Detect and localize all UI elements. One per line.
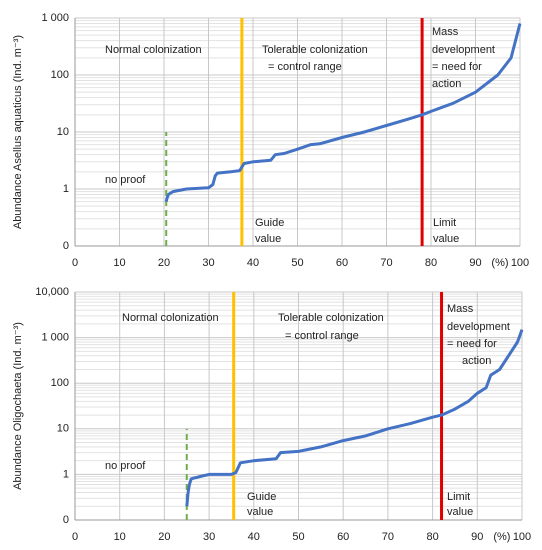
y-tick-label: 100 <box>51 69 69 81</box>
annotation: development <box>432 44 495 56</box>
annotation: value <box>447 506 473 518</box>
x-tick-label: 0 <box>72 531 78 543</box>
annotation: value <box>247 506 273 518</box>
annotation: Guide <box>247 491 276 503</box>
x-tick-label: 30 <box>203 531 215 543</box>
annotation: Guide <box>255 217 284 229</box>
annotation: Mass <box>447 303 474 315</box>
x-tick-label: 10 <box>114 531 126 543</box>
y-tick-label: 1 <box>63 468 69 480</box>
y-tick-label: 1 <box>63 183 69 195</box>
annotation: = control range <box>285 330 359 342</box>
x-tick-label: 100 <box>513 531 531 543</box>
annotation: no proof <box>105 460 146 472</box>
y-tick-label: 10,000 <box>35 286 69 298</box>
annotation: Tolerable colonization <box>278 312 384 324</box>
x-tick-label: 40 <box>247 257 259 269</box>
x-axis-label: (%) <box>493 531 510 543</box>
x-tick-label: 0 <box>72 257 78 269</box>
y-tick-label: 10 <box>57 423 69 435</box>
y-tick-label: 1 000 <box>41 12 69 24</box>
x-tick-label: 80 <box>426 531 438 543</box>
annotation: action <box>462 355 491 367</box>
annotation: Normal colonization <box>105 44 202 56</box>
annotation: Normal colonization <box>122 312 219 324</box>
annotation: development <box>447 321 510 333</box>
x-tick-label: 50 <box>291 257 303 269</box>
annotation: no proof <box>105 174 146 186</box>
y-tick-label: 100 <box>51 377 69 389</box>
annotation: = need for <box>432 61 482 73</box>
annotation: = need for <box>447 338 497 350</box>
data-line <box>164 23 522 202</box>
y-tick-label: 1 000 <box>41 332 69 344</box>
annotation: Limit <box>447 491 470 503</box>
x-axis-label: (%) <box>491 257 508 269</box>
x-tick-label: 20 <box>158 257 170 269</box>
x-tick-label: 60 <box>337 531 349 543</box>
y-tick-label: 10 <box>57 126 69 138</box>
annotation: = control range <box>268 61 342 73</box>
annotation: Mass <box>432 26 459 38</box>
y-axis-label: Abundance Oligochaeta (Ind. m⁻³) <box>12 322 24 490</box>
annotation: value <box>433 233 459 245</box>
annotation: action <box>432 78 461 90</box>
data-line <box>185 329 524 507</box>
annotation: Limit <box>433 217 456 229</box>
x-tick-label: 60 <box>336 257 348 269</box>
y-tick-label: 0 <box>63 514 69 526</box>
x-tick-label: 10 <box>113 257 125 269</box>
x-tick-label: 70 <box>382 531 394 543</box>
x-tick-label: 90 <box>471 531 483 543</box>
x-tick-label: 80 <box>425 257 437 269</box>
x-tick-label: 20 <box>158 531 170 543</box>
y-tick-label: 0 <box>63 240 69 252</box>
x-tick-label: 70 <box>380 257 392 269</box>
annotation: value <box>255 233 281 245</box>
y-axis-label: Abundance Asellus aquaticus (Ind. m⁻³) <box>12 35 24 229</box>
x-tick-label: 30 <box>202 257 214 269</box>
x-tick-label: 90 <box>469 257 481 269</box>
x-tick-label: 40 <box>248 531 260 543</box>
x-tick-label: 100 <box>511 257 529 269</box>
x-tick-label: 50 <box>292 531 304 543</box>
annotation: Tolerable colonization <box>262 44 368 56</box>
